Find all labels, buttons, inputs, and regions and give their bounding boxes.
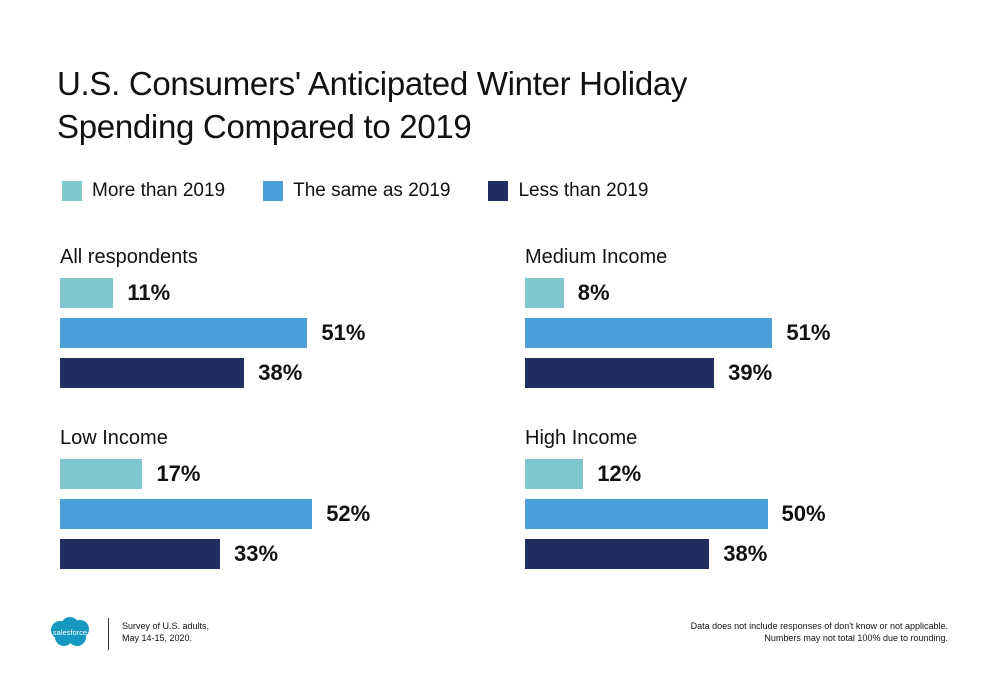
bar-row-same: 51% bbox=[525, 318, 905, 348]
bar-row-same: 50% bbox=[525, 499, 905, 529]
bar-less bbox=[60, 358, 245, 388]
bar-row-more: 8% bbox=[525, 278, 905, 308]
survey-note: Survey of U.S. adults, May 14-15, 2020. bbox=[122, 620, 282, 644]
bar-row-more: 17% bbox=[60, 459, 440, 489]
chart-title-line-1: U.S. Consumers' Anticipated Winter Holid… bbox=[57, 65, 688, 102]
chart-title-line-2: Spending Compared to 2019 bbox=[57, 108, 472, 145]
bar-value-label: 39% bbox=[728, 360, 773, 385]
bar-less bbox=[60, 539, 221, 569]
bar-same bbox=[525, 499, 768, 529]
bar-more bbox=[525, 278, 564, 308]
salesforce-cloud-icon: salesforce bbox=[51, 617, 89, 646]
chart-panel: Medium Income 8% 51% 39% bbox=[525, 245, 905, 425]
survey-note-line-1: Survey of U.S. adults, bbox=[122, 621, 210, 631]
legend-swatch-more bbox=[62, 181, 82, 201]
chart-panel: Low Income 17% 52% 33% bbox=[60, 426, 440, 606]
bar-more bbox=[60, 459, 143, 489]
bar-row-more: 11% bbox=[60, 278, 440, 308]
bar-same bbox=[60, 499, 313, 529]
bar-less bbox=[525, 358, 715, 388]
data-note-line-2: Numbers may not total 100% due to roundi… bbox=[764, 633, 948, 643]
panel-title: All respondents bbox=[60, 246, 198, 268]
bar-value-label: 51% bbox=[786, 320, 831, 345]
bar-row-same: 51% bbox=[60, 318, 440, 348]
bar-value-label: 11% bbox=[127, 280, 171, 305]
bar-value-label: 8% bbox=[577, 280, 610, 305]
logo-text: salesforce bbox=[53, 628, 87, 637]
legend-swatch-same bbox=[263, 181, 284, 201]
legend-item-less: Less than 2019 bbox=[488, 180, 648, 202]
footer-divider bbox=[108, 618, 109, 650]
bar-row-less: 38% bbox=[525, 539, 905, 569]
bar-value-label: 38% bbox=[258, 360, 303, 385]
bar-less bbox=[525, 539, 710, 569]
panel-title: Low Income bbox=[60, 427, 168, 449]
data-note: Data does not include responses of don't… bbox=[628, 620, 948, 644]
chart-title: U.S. Consumers' Anticipated Winter Holid… bbox=[57, 62, 817, 148]
salesforce-logo: salesforce bbox=[48, 615, 92, 649]
bar-row-same: 52% bbox=[60, 499, 440, 529]
legend: More than 2019 The same as 2019 Less tha… bbox=[62, 178, 686, 204]
bar-same bbox=[60, 318, 308, 348]
bar-row-less: 38% bbox=[60, 358, 440, 388]
legend-swatch-less bbox=[488, 181, 509, 201]
bar-more bbox=[60, 278, 114, 308]
bar-value-label: 52% bbox=[326, 501, 371, 526]
survey-note-line-2: May 14-15, 2020. bbox=[122, 633, 193, 643]
panel-title: High Income bbox=[525, 427, 638, 449]
bar-value-label: 33% bbox=[234, 541, 279, 566]
bar-row-more: 12% bbox=[525, 459, 905, 489]
bar-value-label: 50% bbox=[781, 501, 826, 526]
legend-item-same: The same as 2019 bbox=[263, 180, 450, 202]
bar-more bbox=[525, 459, 584, 489]
bar-row-less: 33% bbox=[60, 539, 440, 569]
data-note-line-1: Data does not include responses of don't… bbox=[690, 621, 948, 631]
bar-value-label: 51% bbox=[321, 320, 366, 345]
legend-label-same: The same as 2019 bbox=[293, 180, 451, 201]
chart-panel: All respondents 11% 51% 38% bbox=[60, 245, 440, 425]
chart-panel: High Income 12% 50% 38% bbox=[525, 426, 905, 606]
panel-title: Medium Income bbox=[525, 246, 668, 268]
bar-row-less: 39% bbox=[525, 358, 905, 388]
bar-value-label: 38% bbox=[723, 541, 768, 566]
bar-value-label: 17% bbox=[156, 461, 201, 486]
legend-label-more: More than 2019 bbox=[92, 180, 226, 201]
bar-same bbox=[525, 318, 773, 348]
legend-item-more: More than 2019 bbox=[62, 180, 225, 202]
bar-value-label: 12% bbox=[597, 461, 642, 486]
legend-label-less: Less than 2019 bbox=[518, 180, 649, 201]
